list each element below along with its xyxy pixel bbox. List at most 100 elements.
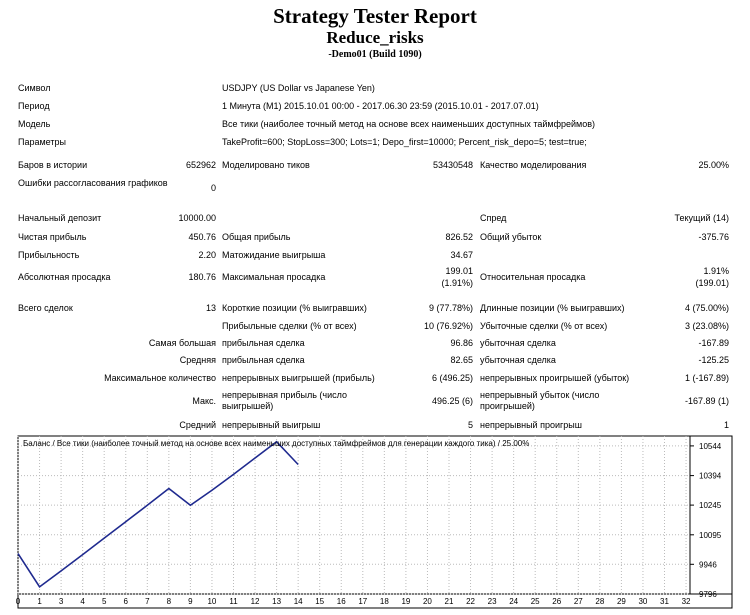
gross-loss-label: Общий убыток [480, 232, 542, 242]
short-positions-value: 9 (77.78%) [428, 303, 473, 313]
max-consecutive-wins-value: 6 (496.25) [431, 373, 473, 383]
chart-title: Баланс / Все тики (наиболее точный метод… [23, 439, 529, 448]
average-profit-label: прибыльная сделка [222, 355, 305, 365]
profit-trades-label: Прибыльные сделки (% от всех) [222, 321, 357, 331]
x-tick-label: 12 [251, 597, 260, 606]
x-tick-label: 4 [80, 597, 85, 606]
x-tick-label: 32 [682, 597, 691, 606]
max-consecutive-losses-value: 1 (-167.89) [684, 373, 729, 383]
max-drawdown-percent: (1.91%) [441, 278, 473, 288]
gross-profit-value: 826.52 [445, 232, 473, 242]
max-consecutive-loss-value: -167.89 (1) [684, 396, 729, 406]
profit-factor-label: Прибыльность [18, 250, 80, 260]
x-tick-label: 31 [660, 597, 669, 606]
profit-factor-value: 2.20 [198, 250, 216, 260]
ticks-label: Моделировано тиков [222, 160, 310, 170]
quality-label: Качество моделирования [480, 160, 587, 170]
spread-label: Спред [480, 213, 507, 223]
y-tick-label: 10245 [699, 501, 722, 510]
y-tick-label: 10394 [699, 472, 722, 481]
x-tick-label: 7 [145, 597, 150, 606]
expected-payoff-label: Матожидание выигрыша [222, 250, 326, 260]
x-tick-label: 23 [488, 597, 497, 606]
bars-label: Баров в истории [18, 160, 88, 170]
period-value: 1 Минута (M1) 2015.10.01 00:00 - 2017.06… [222, 101, 539, 111]
long-positions-value: 4 (75.00%) [684, 303, 729, 313]
largest-loss-label: убыточная сделка [480, 338, 556, 348]
symbol-label: Символ [18, 83, 51, 93]
symbol-value: USDJPY (US Dollar vs Japanese Yen) [222, 83, 375, 93]
build-info: -Demo01 (Build 1090) [328, 49, 422, 60]
ticks-value: 53430548 [432, 160, 473, 170]
x-tick-label: 6 [124, 597, 129, 606]
avg-consecutive-losses-label: непрерывный проигрыш [480, 420, 582, 430]
max-consecutive-profit-value: 496.25 (6) [431, 396, 473, 406]
max-consecutive-profit-label: непрерывная прибыль (число выигрышей) [222, 390, 348, 411]
x-tick-label: 15 [315, 597, 324, 606]
max-consecutive-losses-label: непрерывных проигрышей (убыток) [480, 373, 630, 383]
x-tick-label: 19 [401, 597, 410, 606]
max-drawdown-label: Максимальная просадка [222, 272, 326, 282]
largest-profit-value: 96.86 [450, 338, 473, 348]
y-tick-label: 9946 [699, 560, 717, 569]
x-tick-label: 1 [37, 597, 42, 606]
loss-trades-value: 3 (23.08%) [684, 321, 729, 331]
avg-consecutive-losses-value: 1 [723, 420, 729, 430]
report-title: Strategy Tester Report [273, 4, 477, 28]
x-tick-label: 24 [509, 597, 518, 606]
x-tick-label: 28 [595, 597, 604, 606]
x-tick-label: 16 [337, 597, 346, 606]
chart-frame [17, 435, 733, 609]
x-tick-label: 26 [552, 597, 561, 606]
avg-consecutive-wins-value: 5 [467, 420, 473, 430]
avg-consecutive-wins-label: непрерывный выигрыш [222, 420, 321, 430]
x-tick-label: 8 [167, 597, 172, 606]
total-trades-label: Всего сделок [18, 303, 73, 313]
largest-profit-label: прибыльная сделка [222, 338, 305, 348]
deposit-value: 10000.00 [178, 213, 216, 223]
x-tick-label: 17 [358, 597, 367, 606]
y-tick-label: 9796 [699, 590, 717, 599]
relative-drawdown-percent: 1.91% [703, 266, 729, 276]
max-consecutive-wins-label: непрерывных выигрышей (прибыль) [222, 373, 375, 383]
net-profit-value: 450.76 [188, 232, 216, 242]
x-tick-label: 9 [188, 597, 193, 606]
max-count-label: Максимальное количество [104, 373, 216, 383]
profit-trades-value: 10 (76.92%) [423, 321, 473, 331]
x-tick-label: 22 [466, 597, 475, 606]
largest-loss-value: -167.89 [698, 338, 729, 348]
largest-label: Самая большая [148, 338, 216, 348]
gross-loss-value: -375.76 [698, 232, 729, 242]
expected-payoff-value: 34.67 [450, 250, 473, 260]
x-tick-label: 30 [638, 597, 647, 606]
y-tick-label: 10095 [699, 531, 722, 540]
relative-drawdown-value: (199.01) [695, 278, 729, 288]
average-label: Средняя [179, 355, 216, 365]
x-tick-label: 13 [272, 597, 281, 606]
max-drawdown-value: 199.01 [445, 266, 473, 276]
x-tick-label: 21 [445, 597, 454, 606]
net-profit-label: Чистая прибыль [18, 232, 87, 242]
x-tick-label: 11 [229, 597, 238, 606]
x-tick-label: 29 [617, 597, 626, 606]
x-tick-label: 5 [102, 597, 107, 606]
average-loss-value: -125.25 [698, 355, 729, 365]
loss-trades-label: Убыточные сделки (% от всех) [480, 321, 608, 331]
avg-consecutive-label: Средний [179, 420, 216, 430]
absolute-drawdown-label: Абсолютная просадка [18, 272, 111, 282]
relative-drawdown-label: Относительная просадка [480, 272, 586, 282]
x-tick-label: 27 [574, 597, 583, 606]
params-value: TakeProfit=600; StopLoss=300; Lots=1; De… [222, 137, 587, 147]
total-trades-value: 13 [205, 303, 216, 313]
deposit-label: Начальный депозит [18, 213, 102, 223]
errors-label: Ошибки рассогласования графиков [18, 178, 168, 188]
params-label: Параметры [18, 137, 66, 147]
model-label: Модель [18, 119, 51, 129]
average-profit-value: 82.65 [450, 355, 473, 365]
spread-value: Текущий (14) [674, 213, 729, 223]
expert-name: Reduce_risks [326, 28, 424, 47]
period-label: Период [18, 101, 50, 111]
absolute-drawdown-value: 180.76 [188, 272, 216, 282]
x-tick-label: 14 [294, 597, 303, 606]
